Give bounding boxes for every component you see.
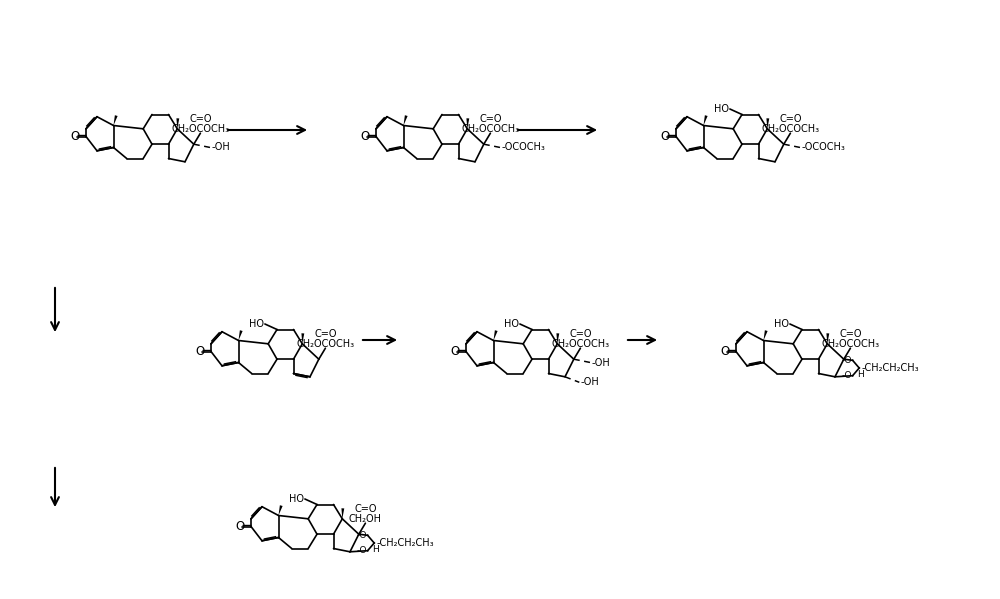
Polygon shape bbox=[114, 115, 118, 126]
Text: -OH: -OH bbox=[591, 358, 610, 368]
Text: -O: -O bbox=[842, 371, 852, 380]
Polygon shape bbox=[239, 330, 243, 340]
Text: C=O: C=O bbox=[354, 504, 377, 515]
Text: CH₂OCOCH₃: CH₂OCOCH₃ bbox=[551, 339, 609, 349]
Text: CH₂OCOCH₃: CH₂OCOCH₃ bbox=[761, 124, 819, 134]
Text: -OH: -OH bbox=[211, 143, 230, 153]
Polygon shape bbox=[556, 333, 559, 344]
Text: O: O bbox=[195, 345, 205, 358]
Polygon shape bbox=[278, 505, 283, 516]
Text: HO: HO bbox=[249, 319, 264, 329]
Text: O: O bbox=[70, 130, 80, 143]
Text: -OH: -OH bbox=[580, 377, 599, 388]
Text: HO: HO bbox=[289, 494, 304, 504]
Polygon shape bbox=[826, 333, 829, 344]
Polygon shape bbox=[704, 115, 708, 126]
Text: O: O bbox=[660, 130, 670, 143]
Polygon shape bbox=[301, 333, 304, 344]
Text: HO: HO bbox=[714, 104, 729, 114]
Text: CH₂OCOCH₃: CH₂OCOCH₃ bbox=[821, 339, 879, 349]
Text: O: O bbox=[720, 345, 730, 358]
Text: HO: HO bbox=[774, 319, 789, 329]
Text: -O: -O bbox=[357, 546, 367, 555]
Text: -O: -O bbox=[357, 531, 367, 540]
Polygon shape bbox=[766, 118, 769, 129]
Text: -OCOCH₃: -OCOCH₃ bbox=[801, 143, 845, 153]
Polygon shape bbox=[176, 118, 179, 129]
Text: O: O bbox=[360, 130, 370, 143]
Text: O: O bbox=[235, 520, 245, 533]
Text: -CH₂CH₂CH₃: -CH₂CH₂CH₃ bbox=[376, 538, 434, 548]
Polygon shape bbox=[764, 330, 768, 340]
Text: -CH₂CH₂CH₃: -CH₂CH₂CH₃ bbox=[861, 363, 919, 373]
Text: C=O: C=O bbox=[569, 329, 592, 340]
Text: CH₂OH: CH₂OH bbox=[349, 514, 382, 524]
Text: O: O bbox=[450, 345, 460, 358]
Text: CH₂OCOCH₃: CH₂OCOCH₃ bbox=[461, 124, 519, 134]
Text: -O: -O bbox=[842, 356, 852, 365]
Text: C=O: C=O bbox=[779, 114, 802, 125]
Polygon shape bbox=[494, 330, 498, 340]
Text: CH₂OCOCH₃: CH₂OCOCH₃ bbox=[171, 124, 229, 134]
Text: -OCOCH₃: -OCOCH₃ bbox=[501, 143, 545, 153]
Text: C=O: C=O bbox=[314, 329, 337, 340]
Text: C=O: C=O bbox=[839, 329, 862, 340]
Text: HO: HO bbox=[504, 319, 519, 329]
Text: C=O: C=O bbox=[189, 114, 212, 125]
Polygon shape bbox=[466, 118, 469, 129]
Text: H: H bbox=[857, 370, 864, 379]
Text: H: H bbox=[372, 544, 379, 553]
Text: CH₂OCOCH₃: CH₂OCOCH₃ bbox=[296, 339, 354, 349]
Polygon shape bbox=[341, 509, 344, 519]
Polygon shape bbox=[404, 115, 408, 126]
Text: C=O: C=O bbox=[479, 114, 502, 125]
